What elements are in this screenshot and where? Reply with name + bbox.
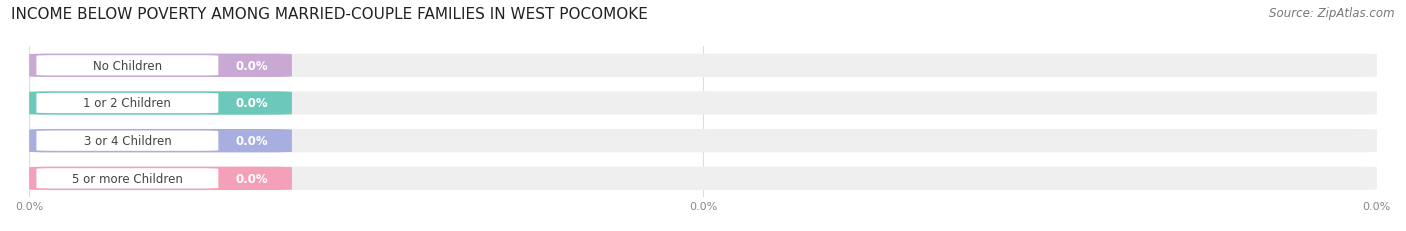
Text: 3 or 4 Children: 3 or 4 Children	[83, 135, 172, 148]
FancyBboxPatch shape	[30, 55, 1376, 78]
FancyBboxPatch shape	[30, 55, 292, 78]
Text: 0.0%: 0.0%	[235, 60, 267, 73]
Text: 5 or more Children: 5 or more Children	[72, 172, 183, 185]
FancyBboxPatch shape	[37, 168, 218, 189]
Text: No Children: No Children	[93, 60, 162, 73]
FancyBboxPatch shape	[30, 167, 1376, 190]
FancyBboxPatch shape	[30, 92, 1376, 115]
Text: 0.0%: 0.0%	[235, 172, 267, 185]
FancyBboxPatch shape	[30, 167, 292, 190]
Text: INCOME BELOW POVERTY AMONG MARRIED-COUPLE FAMILIES IN WEST POCOMOKE: INCOME BELOW POVERTY AMONG MARRIED-COUPL…	[11, 7, 648, 22]
FancyBboxPatch shape	[37, 56, 218, 76]
FancyBboxPatch shape	[30, 92, 292, 115]
Text: Source: ZipAtlas.com: Source: ZipAtlas.com	[1270, 7, 1395, 20]
FancyBboxPatch shape	[30, 129, 292, 153]
Text: 0.0%: 0.0%	[235, 135, 267, 148]
FancyBboxPatch shape	[37, 93, 218, 114]
Text: 1 or 2 Children: 1 or 2 Children	[83, 97, 172, 110]
FancyBboxPatch shape	[30, 129, 1376, 153]
FancyBboxPatch shape	[37, 131, 218, 151]
Text: 0.0%: 0.0%	[235, 97, 267, 110]
